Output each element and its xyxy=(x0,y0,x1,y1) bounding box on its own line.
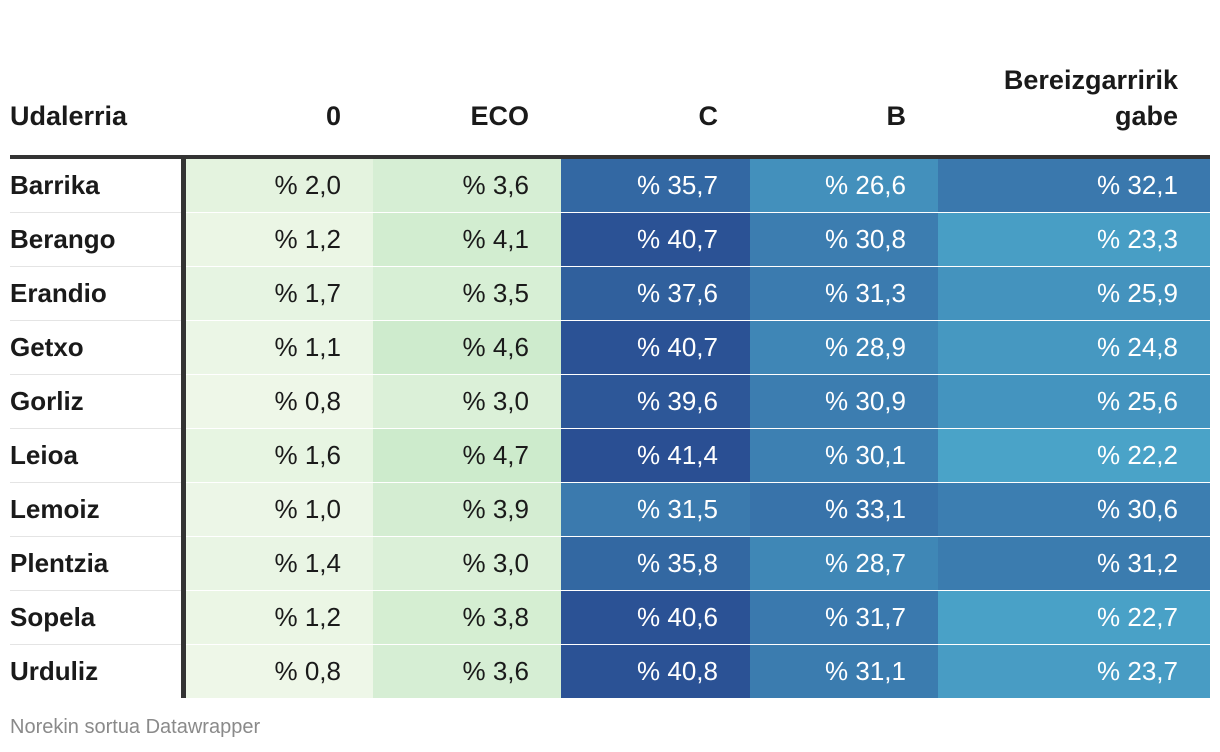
heatmap-cell: % 35,7 xyxy=(561,157,750,213)
footer-credit: Norekin sortua Datawrapper xyxy=(10,716,261,738)
heatmap-cell: % 1,2 xyxy=(183,590,373,645)
table-row: Plentzia% 1,4% 3,0% 35,8% 28,7% 31,2 xyxy=(10,536,1210,591)
heatmap-cell: % 1,4 xyxy=(183,536,373,591)
heatmap-cell: % 22,7 xyxy=(938,590,1210,645)
table-row: Lemoiz% 1,0% 3,9% 31,5% 33,1% 30,6 xyxy=(10,482,1210,537)
column-header: 0 xyxy=(183,0,373,159)
table-row: Leioa% 1,6% 4,7% 41,4% 30,1% 22,2 xyxy=(10,428,1210,483)
heatmap-cell: % 25,9 xyxy=(938,266,1210,321)
heatmap-cell: % 30,9 xyxy=(750,374,938,429)
row-label: Plentzia xyxy=(10,536,186,591)
heatmap-cell: % 37,6 xyxy=(561,266,750,321)
heatmap-cell: % 23,3 xyxy=(938,212,1210,267)
heatmap-cell: % 31,1 xyxy=(750,644,938,698)
heatmap-cell: % 3,6 xyxy=(373,644,561,698)
row-label: Getxo xyxy=(10,320,186,375)
table-header: Udalerria 0 ECO C B Bereizgarririk gabe xyxy=(10,0,1210,159)
heatmap-cell: % 1,1 xyxy=(183,320,373,375)
heatmap-cell: % 1,7 xyxy=(183,266,373,321)
row-label: Urduliz xyxy=(10,644,186,698)
column-header: Bereizgarririk gabe xyxy=(938,0,1210,159)
heatmap-cell: % 3,0 xyxy=(373,374,561,429)
heatmap-cell: % 32,1 xyxy=(938,157,1210,213)
heatmap-cell: % 28,9 xyxy=(750,320,938,375)
heatmap-cell: % 40,7 xyxy=(561,212,750,267)
header-row: Udalerria 0 ECO C B Bereizgarririk gabe xyxy=(10,0,1210,159)
heatmap-cell: % 22,2 xyxy=(938,428,1210,483)
heatmap-cell: % 30,6 xyxy=(938,482,1210,537)
table-row: Erandio% 1,7% 3,5% 37,6% 31,3% 25,9 xyxy=(10,266,1210,321)
heatmap-cell: % 1,0 xyxy=(183,482,373,537)
heatmap-cell: % 31,5 xyxy=(561,482,750,537)
row-label: Lemoiz xyxy=(10,482,186,537)
column-header: B xyxy=(750,0,938,159)
table-row: Sopela% 1,2% 3,8% 40,6% 31,7% 22,7 xyxy=(10,590,1210,645)
heatmap-cell: % 35,8 xyxy=(561,536,750,591)
heatmap-cell: % 24,8 xyxy=(938,320,1210,375)
row-label: Barrika xyxy=(10,157,186,213)
heatmap-cell: % 39,6 xyxy=(561,374,750,429)
heatmap-cell: % 3,8 xyxy=(373,590,561,645)
heatmap-cell: % 3,5 xyxy=(373,266,561,321)
table-row: Gorliz% 0,8% 3,0% 39,6% 30,9% 25,6 xyxy=(10,374,1210,429)
heatmap-cell: % 4,7 xyxy=(373,428,561,483)
data-table: Udalerria 0 ECO C B Bereizgarririk gabe Barrik… xyxy=(10,0,1210,698)
heatmap-cell: % 31,7 xyxy=(750,590,938,645)
heatmap-cell: % 33,1 xyxy=(750,482,938,537)
heatmap-cell: % 1,6 xyxy=(183,428,373,483)
heatmap-cell: % 2,0 xyxy=(183,157,373,213)
heatmap-cell: % 30,8 xyxy=(750,212,938,267)
heatmap-cell: % 0,8 xyxy=(183,644,373,698)
table-row: Barrika% 2,0% 3,6% 35,7% 26,6% 32,1 xyxy=(10,157,1210,213)
heatmap-cell: % 31,3 xyxy=(750,266,938,321)
column-header: Udalerria xyxy=(10,0,183,159)
row-label: Erandio xyxy=(10,266,186,321)
row-label: Leioa xyxy=(10,428,186,483)
heatmap-cell: % 23,7 xyxy=(938,644,1210,698)
heatmap-cell: % 3,9 xyxy=(373,482,561,537)
heatmap-cell: % 3,0 xyxy=(373,536,561,591)
heatmap-cell: % 40,7 xyxy=(561,320,750,375)
row-label: Sopela xyxy=(10,590,186,645)
heatmap-cell: % 26,6 xyxy=(750,157,938,213)
heatmap-cell: % 40,8 xyxy=(561,644,750,698)
heatmap-cell: % 0,8 xyxy=(183,374,373,429)
heatmap-cell: % 30,1 xyxy=(750,428,938,483)
heatmap-cell: % 25,6 xyxy=(938,374,1210,429)
column-header: C xyxy=(561,0,750,159)
heatmap-cell: % 4,6 xyxy=(373,320,561,375)
column-header: ECO xyxy=(373,0,561,159)
heatmap-cell: % 3,6 xyxy=(373,157,561,213)
table-row: Urduliz% 0,8% 3,6% 40,8% 31,1% 23,7 xyxy=(10,644,1210,698)
heatmap-cell: % 31,2 xyxy=(938,536,1210,591)
heatmap-cell: % 1,2 xyxy=(183,212,373,267)
table-body: Barrika% 2,0% 3,6% 35,7% 26,6% 32,1 Beran… xyxy=(10,157,1210,698)
heatmap-cell: % 28,7 xyxy=(750,536,938,591)
heatmap-cell: % 41,4 xyxy=(561,428,750,483)
table-row: Getxo% 1,1% 4,6% 40,7% 28,9% 24,8 xyxy=(10,320,1210,375)
heatmap-cell: % 40,6 xyxy=(561,590,750,645)
table-row: Berango% 1,2% 4,1% 40,7% 30,8% 23,3 xyxy=(10,212,1210,267)
row-label: Gorliz xyxy=(10,374,186,429)
data-table-container: Udalerria 0 ECO C B Bereizgarririk gabe Barrik… xyxy=(10,0,1210,698)
heatmap-cell: % 4,1 xyxy=(373,212,561,267)
row-label: Berango xyxy=(10,212,186,267)
